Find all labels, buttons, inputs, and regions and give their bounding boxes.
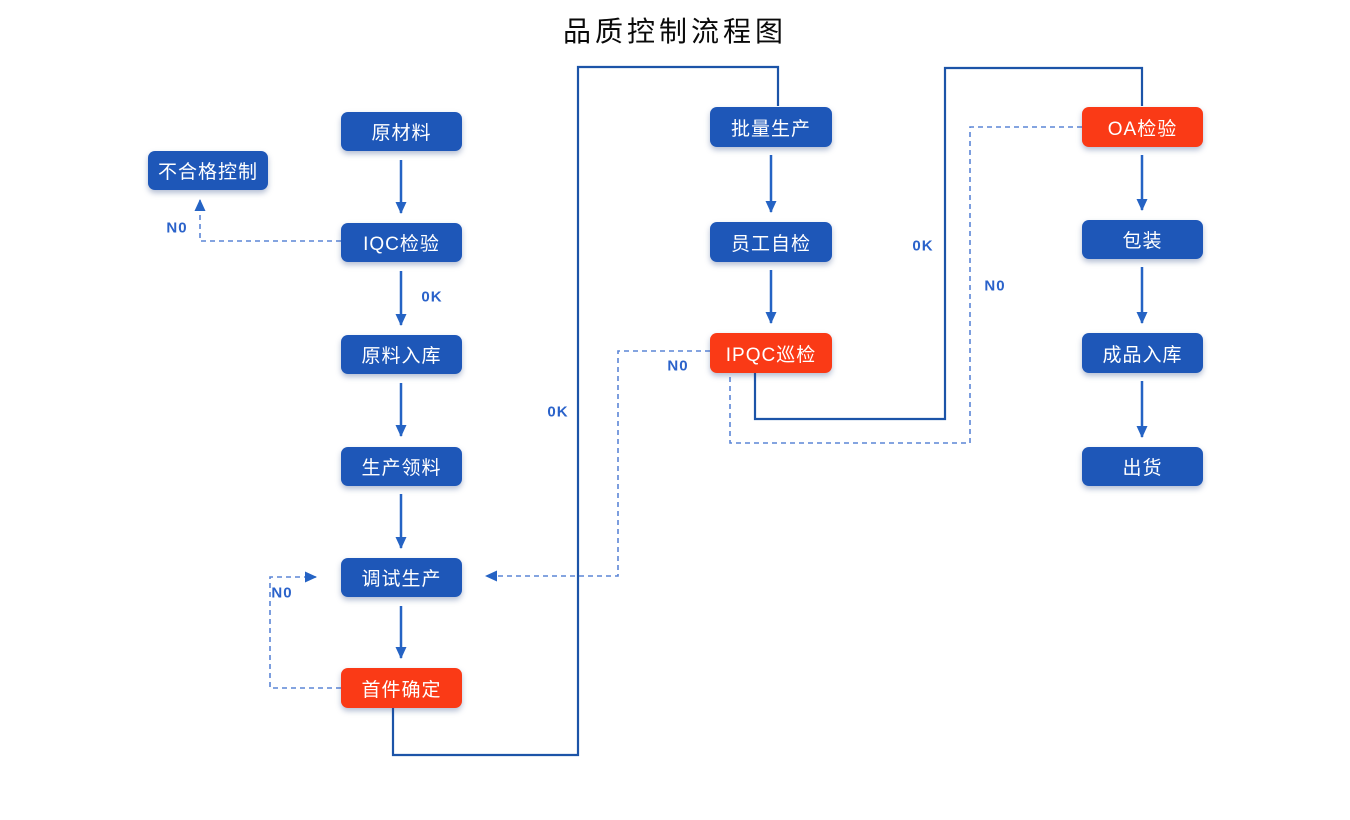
node-employee-self-check: 员工自检 xyxy=(710,222,832,262)
node-oa-inspection: OA检验 xyxy=(1082,107,1203,147)
edge-label-ipqc-ok: 0K xyxy=(912,237,934,255)
no-route-dashed-line xyxy=(729,126,1082,444)
no-route-dashed-line xyxy=(485,350,710,582)
node-mass-production: 批量生产 xyxy=(710,107,832,147)
node-nonconforming-control: 不合格控制 xyxy=(148,151,268,190)
node-raw-material: 原材料 xyxy=(341,112,462,151)
edge-label-iqc-no: N0 xyxy=(166,219,188,237)
edge-label-oa-no: N0 xyxy=(984,277,1006,295)
node-ipqc-patrol-inspection: IPQC巡检 xyxy=(710,333,832,373)
node-shipment: 出货 xyxy=(1082,447,1203,486)
no-route-dashed-line xyxy=(194,199,341,242)
node-packaging: 包装 xyxy=(1082,220,1203,259)
node-trial-production: 调试生产 xyxy=(341,558,462,597)
edge-label-first-article-ok: 0K xyxy=(547,403,569,421)
node-iqc-inspection: IQC检验 xyxy=(341,223,462,262)
node-production-picking: 生产领料 xyxy=(341,447,462,486)
diagram-title: 品质控制流程图 xyxy=(562,17,787,48)
edge-label-first-article-no: N0 xyxy=(271,584,293,602)
node-raw-material-warehousing: 原料入库 xyxy=(341,335,462,374)
edge-label-iqc-ok: 0K xyxy=(421,288,443,306)
ok-route-line xyxy=(391,65,780,757)
node-finished-goods-warehousing: 成品入库 xyxy=(1082,333,1203,373)
node-first-article-confirmation: 首件确定 xyxy=(341,668,462,708)
edge-label-ipqc-no: N0 xyxy=(667,357,689,375)
